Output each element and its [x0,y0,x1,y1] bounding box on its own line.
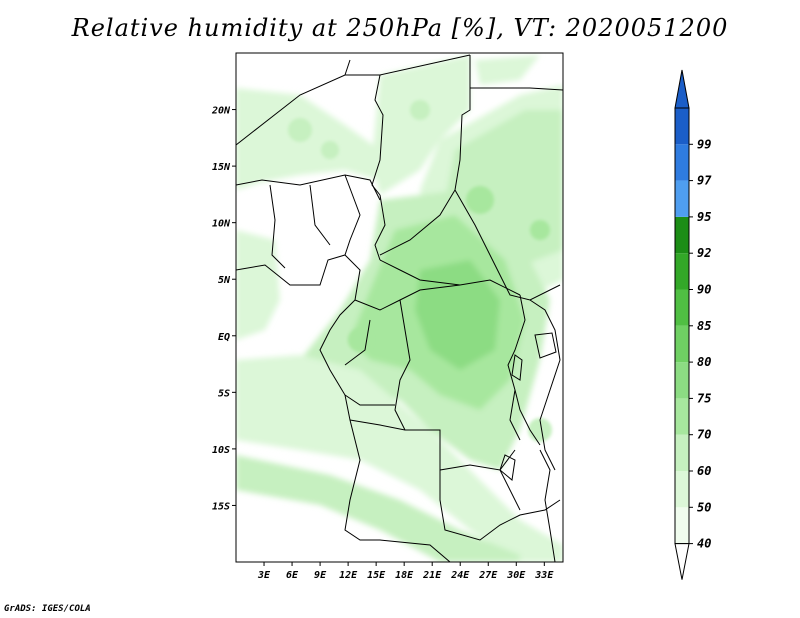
colorbar-label: 70 [697,428,711,442]
lon-tick-label: 12E [339,570,358,581]
colorbar-swatch [675,108,689,145]
lon-tick-label: 33E [534,570,554,581]
lon-tick-label: 3E [257,570,271,581]
lat-tick-label: 15N [212,162,231,173]
colorbar-label: 97 [697,174,712,188]
credit-label: GrADS: IGES/COLA [4,604,91,614]
lat-tick-label: 5S [218,388,230,399]
lon-tick-label: 9E [314,570,327,581]
colorbar-label: 40 [697,537,711,551]
lat-tick-label: 10N [212,219,231,230]
colorbar-swatch [675,144,689,181]
lon-tick-label: 24E [450,570,470,581]
colorbar-label: 92 [697,246,711,260]
lon-tick-label: 6E [286,570,299,581]
colorbar-label: 85 [697,319,711,333]
colorbar-swatch [675,253,689,290]
lon-tick-label: 18E [395,570,414,581]
lon-tick-label: 27E [478,570,498,581]
colorbar-label: 75 [697,391,711,405]
country-borders [236,54,563,562]
colorbar-label: 80 [697,355,711,369]
colorbar-top-arrow [674,69,690,109]
colorbar-swatch [675,362,689,399]
lat-tick-label: EQ [218,332,230,343]
colorbar-bottom-arrow [674,543,690,580]
colorbar-label: 99 [697,137,711,151]
axis-ticks: 20N 15N 10N 5N EQ 5S 10S 15S 3E 6E 9E 12E 15E 18E 21E 2… [211,106,554,581]
lon-tick-label: 21E [422,570,442,581]
colorbar-swatch [675,507,689,544]
colorbar: 40 50 60 70 75 80 85 90 92 95 97 99 [674,69,712,580]
colorbar-swatch [675,289,689,326]
colorbar-label: 95 [697,210,711,224]
lon-tick-label: 30E [506,570,526,581]
colorbar-label: 90 [697,283,711,297]
colorbar-label: 50 [697,500,711,514]
colorbar-swatch [675,180,689,217]
map-frame [235,52,564,563]
lat-tick-label: 5N [218,275,231,286]
lon-tick-label: 15E [367,570,386,581]
colorbar-swatch [675,325,689,363]
lat-tick-label: 10S [212,445,230,456]
lat-tick-label: 20N [211,106,231,117]
humidity-field [236,53,563,562]
lat-tick-label: 15S [212,501,230,512]
colorbar-label: 60 [697,464,711,478]
colorbar-swatch [675,216,689,254]
colorbar-swatch [675,471,689,508]
colorbar-swatch [675,398,689,435]
map-title: Relative humidity at 250hPa [%], VT: 202… [71,14,729,42]
colorbar-swatch [675,434,689,471]
